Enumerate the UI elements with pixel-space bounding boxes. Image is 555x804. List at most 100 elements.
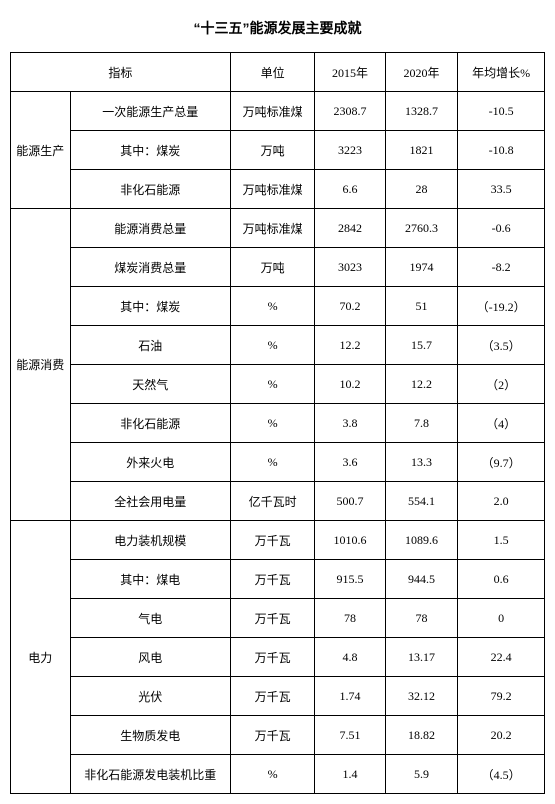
table-row: 光伏万千瓦1.7432.1279.2 bbox=[11, 677, 545, 716]
cell-y2015: 2308.7 bbox=[315, 92, 385, 131]
cell-growth: 79.2 bbox=[458, 677, 545, 716]
cell-y2020: 944.5 bbox=[385, 560, 458, 599]
cell-growth: -8.2 bbox=[458, 248, 545, 287]
cell-unit: 万吨标准煤 bbox=[230, 92, 314, 131]
cell-growth: 33.5 bbox=[458, 170, 545, 209]
cell-unit: 万吨标准煤 bbox=[230, 209, 314, 248]
cell-y2015: 3223 bbox=[315, 131, 385, 170]
category-cell: 电力 bbox=[11, 521, 71, 794]
cell-ind: 电力装机规模 bbox=[70, 521, 230, 560]
cell-ind: 风电 bbox=[70, 638, 230, 677]
cell-unit: % bbox=[230, 287, 314, 326]
cell-y2015: 2842 bbox=[315, 209, 385, 248]
cell-unit: % bbox=[230, 443, 314, 482]
cell-growth: -0.6 bbox=[458, 209, 545, 248]
cell-growth: -10.5 bbox=[458, 92, 545, 131]
cell-y2020: 15.7 bbox=[385, 326, 458, 365]
cell-growth: （-19.2） bbox=[458, 287, 545, 326]
cell-growth: 2.0 bbox=[458, 482, 545, 521]
table-body: 能源生产一次能源生产总量万吨标准煤2308.71328.7-10.5其中：煤炭万… bbox=[11, 92, 545, 794]
cell-unit: 万吨 bbox=[230, 131, 314, 170]
category-cell: 能源消费 bbox=[11, 209, 71, 521]
cell-unit: % bbox=[230, 365, 314, 404]
cell-growth: 1.5 bbox=[458, 521, 545, 560]
cell-ind: 石油 bbox=[70, 326, 230, 365]
cell-growth: 0 bbox=[458, 599, 545, 638]
cell-growth: （3.5） bbox=[458, 326, 545, 365]
cell-y2015: 10.2 bbox=[315, 365, 385, 404]
cell-y2015: 1010.6 bbox=[315, 521, 385, 560]
cell-ind: 全社会用电量 bbox=[70, 482, 230, 521]
cell-y2015: 7.51 bbox=[315, 716, 385, 755]
cell-unit: 万千瓦 bbox=[230, 677, 314, 716]
table-row: 非化石能源万吨标准煤6.62833.5 bbox=[11, 170, 545, 209]
cell-ind: 非化石能源发电装机比重 bbox=[70, 755, 230, 794]
cell-y2015: 915.5 bbox=[315, 560, 385, 599]
cell-unit: % bbox=[230, 404, 314, 443]
cell-y2015: 4.8 bbox=[315, 638, 385, 677]
table-row: 外来火电%3.613.3（9.7） bbox=[11, 443, 545, 482]
cell-y2020: 78 bbox=[385, 599, 458, 638]
table-row: 非化石能源发电装机比重%1.45.9（4.5） bbox=[11, 755, 545, 794]
cell-growth: （9.7） bbox=[458, 443, 545, 482]
cell-y2020: 2760.3 bbox=[385, 209, 458, 248]
data-table: 指标 单位 2015年 2020年 年均增长% 能源生产一次能源生产总量万吨标准… bbox=[10, 52, 545, 794]
table-row: 其中：煤电万千瓦915.5944.50.6 bbox=[11, 560, 545, 599]
cell-ind: 光伏 bbox=[70, 677, 230, 716]
cell-ind: 煤炭消费总量 bbox=[70, 248, 230, 287]
cell-ind: 一次能源生产总量 bbox=[70, 92, 230, 131]
cell-y2020: 28 bbox=[385, 170, 458, 209]
cell-y2015: 500.7 bbox=[315, 482, 385, 521]
cell-y2015: 1.74 bbox=[315, 677, 385, 716]
cell-unit: 万千瓦 bbox=[230, 560, 314, 599]
col-2015: 2015年 bbox=[315, 53, 385, 92]
cell-y2020: 13.17 bbox=[385, 638, 458, 677]
cell-ind: 非化石能源 bbox=[70, 404, 230, 443]
cell-y2015: 1.4 bbox=[315, 755, 385, 794]
cell-unit: 万千瓦 bbox=[230, 638, 314, 677]
cell-ind: 其中：煤炭 bbox=[70, 287, 230, 326]
table-row: 石油%12.215.7（3.5） bbox=[11, 326, 545, 365]
cell-y2015: 3.8 bbox=[315, 404, 385, 443]
cell-ind: 非化石能源 bbox=[70, 170, 230, 209]
cell-y2015: 6.6 bbox=[315, 170, 385, 209]
cell-ind: 其中：煤炭 bbox=[70, 131, 230, 170]
table-title: “十三五”能源发展主要成就 bbox=[10, 18, 545, 38]
cell-y2015: 3023 bbox=[315, 248, 385, 287]
table-row: 能源消费能源消费总量万吨标准煤28422760.3-0.6 bbox=[11, 209, 545, 248]
cell-y2015: 78 bbox=[315, 599, 385, 638]
col-indicator: 指标 bbox=[11, 53, 231, 92]
cell-ind: 生物质发电 bbox=[70, 716, 230, 755]
header-row: 指标 单位 2015年 2020年 年均增长% bbox=[11, 53, 545, 92]
cell-y2015: 70.2 bbox=[315, 287, 385, 326]
cell-growth: 0.6 bbox=[458, 560, 545, 599]
cell-y2020: 1328.7 bbox=[385, 92, 458, 131]
cell-unit: 万千瓦 bbox=[230, 716, 314, 755]
cell-ind: 其中：煤电 bbox=[70, 560, 230, 599]
cell-y2020: 13.3 bbox=[385, 443, 458, 482]
cell-y2020: 1974 bbox=[385, 248, 458, 287]
col-2020: 2020年 bbox=[385, 53, 458, 92]
cell-y2015: 3.6 bbox=[315, 443, 385, 482]
table-row: 其中：煤炭%70.251（-19.2） bbox=[11, 287, 545, 326]
table-row: 能源生产一次能源生产总量万吨标准煤2308.71328.7-10.5 bbox=[11, 92, 545, 131]
cell-unit: 万千瓦 bbox=[230, 599, 314, 638]
table-row: 煤炭消费总量万吨30231974-8.2 bbox=[11, 248, 545, 287]
table-row: 天然气%10.212.2（2） bbox=[11, 365, 545, 404]
cell-growth: （4.5） bbox=[458, 755, 545, 794]
cell-ind: 气电 bbox=[70, 599, 230, 638]
cell-y2020: 1089.6 bbox=[385, 521, 458, 560]
cell-y2020: 12.2 bbox=[385, 365, 458, 404]
cell-y2020: 554.1 bbox=[385, 482, 458, 521]
cell-ind: 能源消费总量 bbox=[70, 209, 230, 248]
table-row: 电力电力装机规模万千瓦1010.61089.61.5 bbox=[11, 521, 545, 560]
table-row: 其中：煤炭万吨32231821-10.8 bbox=[11, 131, 545, 170]
cell-growth: -10.8 bbox=[458, 131, 545, 170]
cell-growth: 20.2 bbox=[458, 716, 545, 755]
cell-growth: （4） bbox=[458, 404, 545, 443]
cell-ind: 外来火电 bbox=[70, 443, 230, 482]
col-unit: 单位 bbox=[230, 53, 314, 92]
cell-unit: % bbox=[230, 326, 314, 365]
table-row: 风电万千瓦4.813.1722.4 bbox=[11, 638, 545, 677]
cell-y2020: 7.8 bbox=[385, 404, 458, 443]
